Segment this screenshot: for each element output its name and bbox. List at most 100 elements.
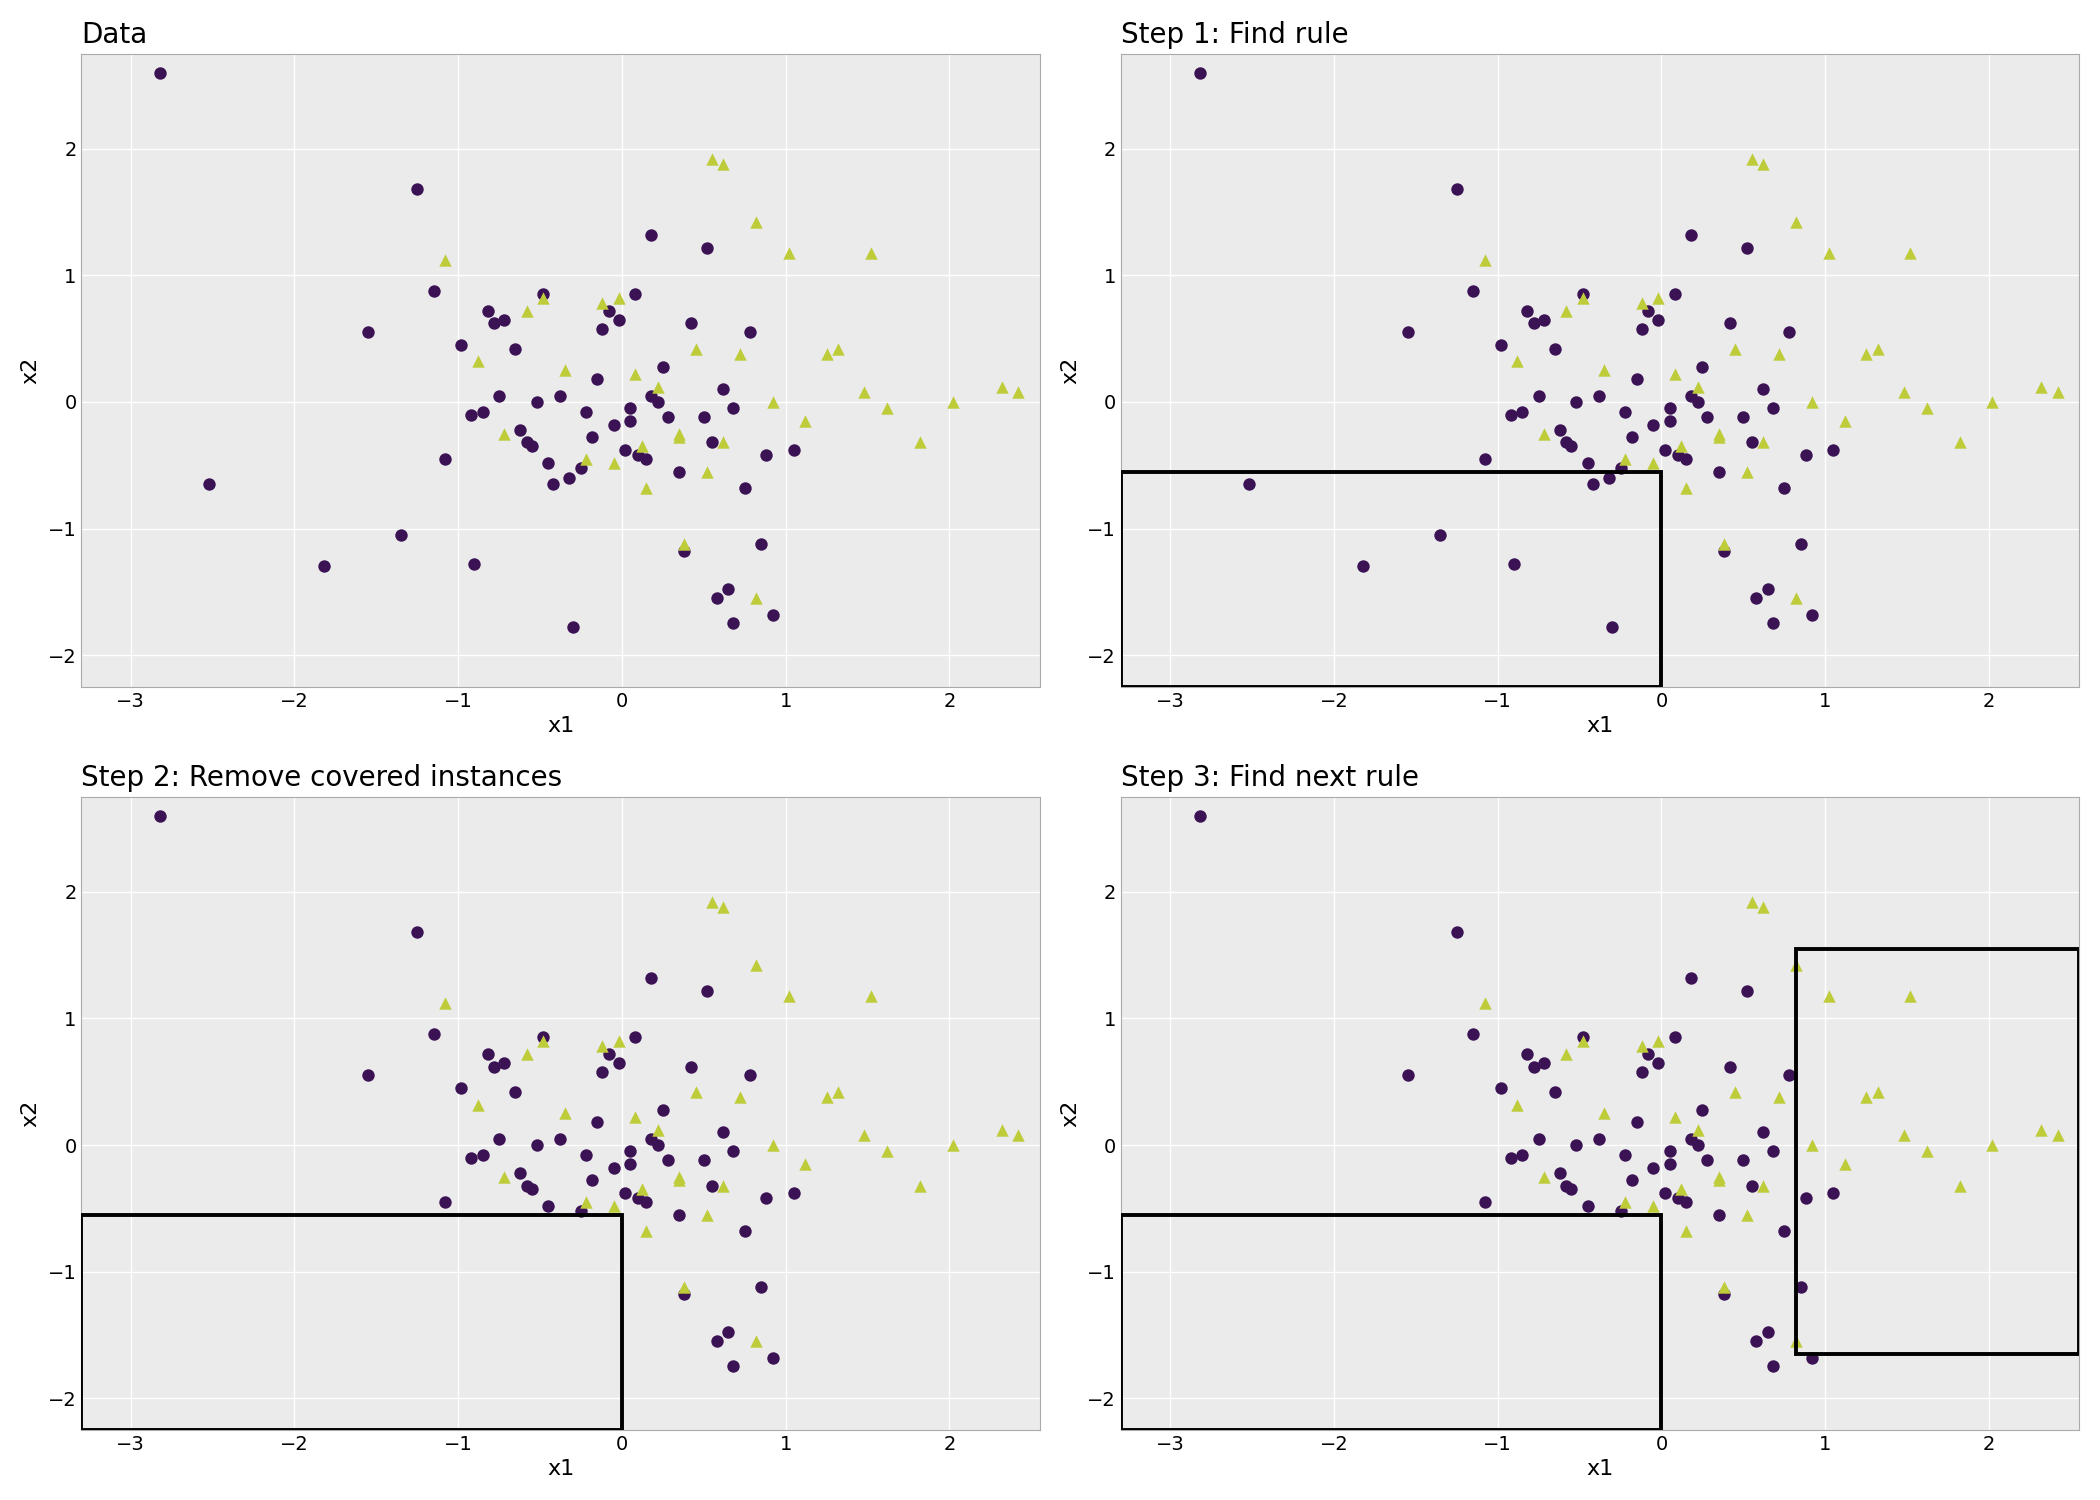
Point xyxy=(1596,615,1630,639)
Point xyxy=(416,1022,449,1046)
Point xyxy=(1751,1320,1785,1344)
Point xyxy=(307,555,340,579)
Point xyxy=(1816,1180,1850,1204)
Point xyxy=(1850,1084,1884,1108)
Point xyxy=(1665,433,1699,457)
Point xyxy=(1680,375,1714,399)
Point xyxy=(1747,430,1781,454)
Point xyxy=(712,1320,746,1344)
Point xyxy=(1747,896,1781,920)
Point xyxy=(855,984,888,1008)
Point xyxy=(872,1140,905,1164)
Point xyxy=(647,1098,680,1122)
Point xyxy=(483,384,517,408)
Point xyxy=(678,338,712,362)
Point xyxy=(510,298,544,322)
Point xyxy=(477,1054,510,1078)
Point xyxy=(569,400,603,424)
Point xyxy=(630,447,664,471)
Point xyxy=(1592,466,1625,490)
Point xyxy=(2041,1124,2075,1148)
Point xyxy=(1648,438,1682,462)
Point xyxy=(1674,384,1707,408)
Point xyxy=(1718,338,1751,362)
Point xyxy=(985,375,1018,399)
Bar xyxy=(1121,471,1661,687)
Point xyxy=(1506,400,1539,424)
Point xyxy=(1588,1101,1621,1125)
Point xyxy=(722,342,756,366)
Y-axis label: x2: x2 xyxy=(21,357,40,384)
Point xyxy=(716,612,750,636)
Point xyxy=(445,1076,479,1100)
Point xyxy=(1493,402,1527,426)
Point xyxy=(1625,1035,1659,1059)
Point xyxy=(466,1143,500,1167)
Point xyxy=(1537,338,1571,362)
Point xyxy=(739,586,773,610)
Point xyxy=(487,422,521,446)
Point xyxy=(1739,586,1772,610)
Point xyxy=(1756,1140,1789,1164)
Point xyxy=(462,350,496,374)
Point xyxy=(708,430,741,454)
Point xyxy=(743,1275,777,1299)
Point xyxy=(462,1092,496,1116)
Point xyxy=(1550,1173,1583,1197)
Point xyxy=(603,1029,636,1053)
Point xyxy=(1701,459,1735,483)
Point xyxy=(609,1180,643,1204)
Y-axis label: x2: x2 xyxy=(21,1100,40,1126)
Point xyxy=(640,1118,674,1142)
Point xyxy=(143,804,176,828)
Point xyxy=(640,375,674,399)
Point xyxy=(1002,1124,1035,1148)
Point xyxy=(1455,1022,1489,1046)
Point xyxy=(527,1026,561,1050)
Point xyxy=(634,966,668,990)
Point xyxy=(634,1126,668,1150)
Point xyxy=(1516,312,1550,336)
Point xyxy=(527,282,561,306)
Point xyxy=(1730,978,1764,1002)
Point xyxy=(1233,472,1266,496)
Point xyxy=(708,1120,741,1144)
Point xyxy=(1680,390,1714,414)
Point xyxy=(790,1152,823,1176)
Point xyxy=(1550,1042,1583,1066)
Point xyxy=(1730,236,1764,260)
Point xyxy=(739,954,773,978)
Point xyxy=(777,438,811,462)
X-axis label: x1: x1 xyxy=(546,1460,573,1479)
Point xyxy=(1674,1126,1707,1150)
Point xyxy=(603,1052,636,1076)
Point xyxy=(733,1064,766,1088)
Point xyxy=(903,430,937,454)
Point xyxy=(1674,966,1707,990)
Point xyxy=(662,459,695,483)
Point xyxy=(613,396,647,420)
Point xyxy=(1588,358,1621,382)
Point xyxy=(401,177,435,201)
Point xyxy=(662,422,695,446)
Point xyxy=(487,1164,521,1188)
Point xyxy=(1636,413,1670,436)
Point xyxy=(470,298,504,322)
Point xyxy=(1527,308,1560,332)
Point xyxy=(1567,286,1600,310)
Point xyxy=(1976,1132,2010,1156)
Point xyxy=(498,1080,531,1104)
Point xyxy=(1657,1026,1691,1050)
Point xyxy=(1690,405,1724,429)
Point xyxy=(1510,298,1544,322)
Point xyxy=(1554,433,1588,457)
Point xyxy=(668,531,701,555)
Point xyxy=(1506,1143,1539,1167)
Point xyxy=(617,282,651,306)
Point xyxy=(586,1035,620,1059)
Point xyxy=(416,279,449,303)
Point xyxy=(504,1161,538,1185)
Point xyxy=(1661,1186,1695,1210)
Point xyxy=(640,390,674,414)
Point xyxy=(691,236,724,260)
